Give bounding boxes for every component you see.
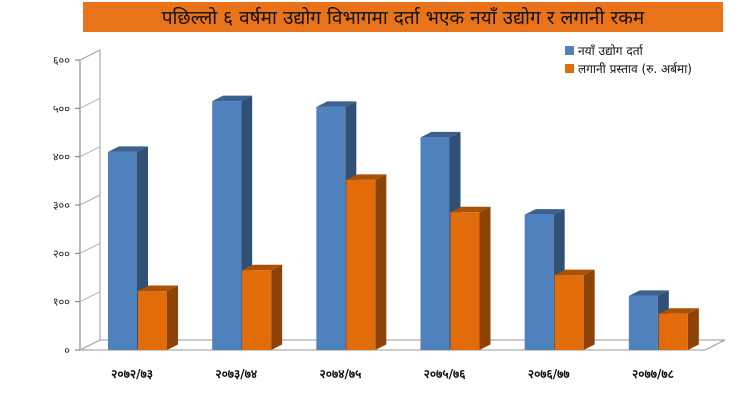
- y-tick-label: ३००: [53, 199, 70, 212]
- y-tick-depth: [79, 242, 101, 254]
- bar: [524, 214, 554, 350]
- bar: [346, 179, 376, 350]
- x-tick-label: २०७३/७४: [215, 367, 257, 381]
- legend-label: नयाँ उद्योग दर्ता: [578, 44, 644, 58]
- bar: [420, 137, 450, 350]
- bar-side: [167, 285, 178, 350]
- y-tick-depth: [79, 49, 101, 61]
- y-tick-depth: [79, 97, 101, 109]
- legend: नयाँ उद्योग दर्ता लगानी प्रस्ताव (रु. अर्…: [565, 44, 692, 76]
- bar: [316, 106, 346, 350]
- bar-top: [316, 101, 357, 107]
- y-tick-label: ०: [64, 344, 70, 357]
- y-tick-label: १००: [53, 296, 70, 309]
- y-tick-depth: [79, 291, 101, 303]
- bar-side: [583, 269, 595, 350]
- bar-top: [628, 290, 669, 296]
- bar-top: [212, 95, 253, 102]
- bar-top: [420, 131, 461, 138]
- bar-side: [479, 206, 491, 350]
- bar: [554, 275, 584, 350]
- x-tick-label: २०७७/७८: [632, 367, 674, 381]
- bar: [212, 101, 242, 350]
- x-tick-label: २०७२/७३: [111, 367, 153, 381]
- bar: [108, 151, 137, 350]
- bar: [658, 313, 688, 350]
- bar-top: [450, 206, 491, 213]
- y-tick-label: ६००: [53, 54, 70, 67]
- legend-swatch: [565, 46, 574, 55]
- bar-top: [658, 308, 699, 314]
- bar: [138, 291, 167, 350]
- y-tick-label: ५००: [53, 102, 70, 115]
- bar-top: [554, 269, 595, 276]
- y-tick-label: ४००: [53, 151, 70, 164]
- bar: [628, 295, 658, 350]
- bar-top: [108, 146, 148, 152]
- x-tick-label: २०७५/७६: [424, 367, 467, 381]
- bar-top: [242, 264, 283, 271]
- legend-label: लगानी प्रस्ताव (रु. अर्बमा): [578, 62, 692, 76]
- labels-layer: ० १०० २०० ३०० ४०० ५०० ६०० २०७२/७३ २०७३/७४ २०७४/७५…: [53, 54, 674, 381]
- bar-side: [375, 174, 387, 350]
- bar-top: [138, 285, 178, 292]
- y-tick-label: २००: [53, 247, 70, 260]
- x-tick-label: २०७४/७५: [320, 367, 362, 381]
- bar: [242, 270, 272, 350]
- legend-swatch: [565, 64, 574, 73]
- chart-title-box: पछिल्लो ६ वर्षमा उद्योग विभागमा दर्ता भए…: [83, 2, 723, 32]
- bar-top: [524, 209, 565, 215]
- bar: [450, 212, 480, 350]
- bars-layer: [108, 95, 699, 350]
- chart-title: पछिल्लो ६ वर्षमा उद्योग विभागमा दर्ता भए…: [161, 7, 645, 29]
- bar-top: [346, 174, 387, 180]
- bar-side: [687, 308, 699, 350]
- bar-side: [271, 264, 283, 350]
- x-tick-label: २०७६/७७: [528, 367, 571, 381]
- y-tick-depth: [79, 339, 101, 351]
- y-tick-depth: [79, 194, 101, 206]
- y-tick-depth: [79, 146, 101, 158]
